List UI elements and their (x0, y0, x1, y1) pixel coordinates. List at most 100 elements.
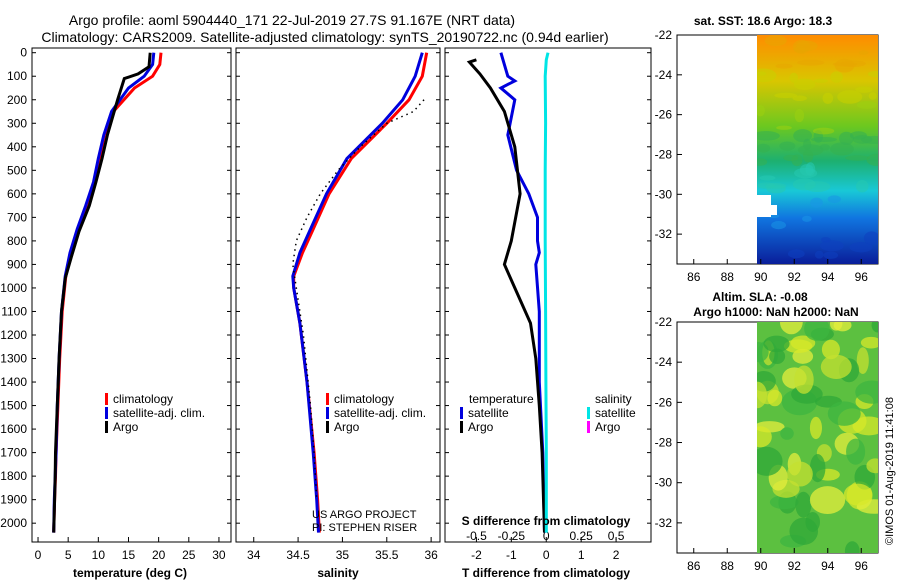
legend-argo-swatch (326, 421, 329, 433)
depth-tick-label: 900 (7, 257, 27, 271)
series-line-argo (52, 52, 152, 533)
header-line2: Climatology: CARS2009. Satellite-adjuste… (41, 29, 608, 45)
sla-patch (779, 322, 803, 335)
sst-patch (849, 242, 873, 253)
salinity-panel-frame (235, 47, 441, 543)
legend-t-argo-swatch (460, 421, 463, 433)
map-y-tick-label: -26 (655, 395, 673, 409)
series-line-temperature-argo (466, 58, 546, 533)
sst-patch (757, 104, 765, 117)
legend-argo-swatch (105, 421, 108, 433)
map-y-tick-label: -24 (655, 68, 673, 82)
sst-patch (789, 72, 799, 83)
depth-tick-label: 2000 (0, 516, 27, 530)
sst-patch (814, 250, 824, 259)
depth-tick-label: 200 (7, 93, 27, 107)
temperature-panel-frame (31, 47, 232, 543)
sla-patch (843, 483, 873, 506)
sst-patch (810, 197, 823, 208)
x-tick-label: 30 (212, 548, 226, 562)
legend-satellite-label: satellite-adj. clim. (113, 406, 205, 420)
sst-patch (775, 63, 793, 69)
sst-patch (812, 127, 835, 135)
sst-heatmap (757, 35, 878, 264)
salinity-panel: 34 34.5 35 35.5 36 salinity climatology sate… (235, 47, 441, 580)
depth-tick-label: 1500 (0, 399, 27, 413)
sst-patch (855, 86, 873, 93)
temperature-xlabel: temperature (deg C) (73, 566, 187, 580)
t-difference-xlabel: T difference from climatology (462, 566, 630, 580)
depth-tick-label: 0 (20, 46, 27, 60)
depth-tick-label: 1200 (0, 328, 27, 342)
x-tick-label: -2 (471, 548, 482, 562)
sla-map-panel: Altim. SLA: -0.08 Argo h1000: NaN h2000:… (655, 290, 879, 573)
sla-map-subtitle: Argo h1000: NaN h2000: NaN (693, 305, 858, 319)
depth-tick-label: 1900 (0, 493, 27, 507)
sst-patch (866, 153, 878, 166)
sst-patch (861, 135, 878, 145)
map-y-tick-label: -32 (655, 227, 673, 241)
sla-patch (767, 389, 783, 407)
sst-patch (776, 125, 792, 130)
depth-tick-label: 1700 (0, 446, 27, 460)
sla-patch (844, 541, 860, 553)
map-x-tick-label: 86 (687, 559, 701, 573)
x-tick-label: 25 (182, 548, 196, 562)
depth-tick-label: 1000 (0, 281, 27, 295)
sst-patch (823, 251, 839, 259)
sst-patch (845, 155, 870, 161)
map-x-tick-label: 96 (855, 270, 869, 284)
sst-patch (774, 92, 798, 99)
map-x-tick-label: 92 (788, 270, 802, 284)
legend-s-argo-label: Argo (595, 420, 621, 434)
sst-patch (813, 78, 829, 83)
x-tick-label: 35 (336, 548, 350, 562)
sst-patch (868, 92, 877, 100)
x-tick-label: 2 (613, 548, 620, 562)
sst-map-title: sat. SST: 18.6 Argo: 18.3 (694, 14, 833, 28)
sla-patch (846, 438, 866, 465)
sla-map-title: Altim. SLA: -0.08 (712, 290, 808, 304)
series-line-satellite-adj-clim- (291, 52, 424, 533)
sst-patch (802, 215, 812, 222)
sst-patch (839, 131, 854, 146)
sla-patch (829, 322, 843, 331)
map-x-tick-label: 88 (721, 270, 735, 284)
depth-tick-label: 700 (7, 210, 27, 224)
imos-stamp: ©IMOS 01-Aug-2019 11:41:08 (884, 397, 896, 545)
sst-patch (757, 158, 768, 166)
x-tick-label: 34 (247, 548, 261, 562)
legend-climatology-swatch (326, 393, 329, 405)
legend-s-satellite-swatch (587, 407, 590, 419)
x-tick-label: 1 (578, 548, 585, 562)
sla-patch (783, 339, 813, 353)
map-x-tick-label: 96 (855, 559, 869, 573)
map-x-tick-label: 90 (754, 270, 768, 284)
x-tick-label: 10 (92, 548, 106, 562)
depth-tick-label: 300 (7, 116, 27, 130)
sst-patch (830, 142, 854, 156)
salinity-legend: climatology satellite-adj. clim. Argo (326, 392, 426, 434)
sst-patch (858, 50, 869, 56)
depth-tick-label: 800 (7, 234, 27, 248)
sst-patch (757, 131, 780, 141)
depth-tick-label: 1800 (0, 469, 27, 483)
sst-patch (834, 58, 855, 73)
sla-patch (780, 427, 794, 440)
x-tick-label: 0 (543, 548, 550, 562)
sla-patch (866, 458, 878, 474)
sst-patch (757, 71, 767, 76)
depth-tick-label: 600 (7, 187, 27, 201)
legend-climatology-label: climatology (334, 392, 394, 406)
sst-patch (830, 71, 843, 83)
sla-patch (827, 401, 861, 426)
sst-patch (792, 95, 807, 102)
map-y-tick-label: -28 (655, 147, 673, 161)
s-tick-label: -0.5 (466, 529, 487, 543)
sla-patch (757, 426, 772, 448)
sla-patch (769, 495, 799, 510)
map-x-tick-label: 92 (788, 559, 802, 573)
map-y-tick-label: -30 (655, 476, 673, 490)
legend-argo-label: Argo (113, 420, 139, 434)
pi-annotation: PI: STEPHEN RISER (312, 522, 417, 534)
